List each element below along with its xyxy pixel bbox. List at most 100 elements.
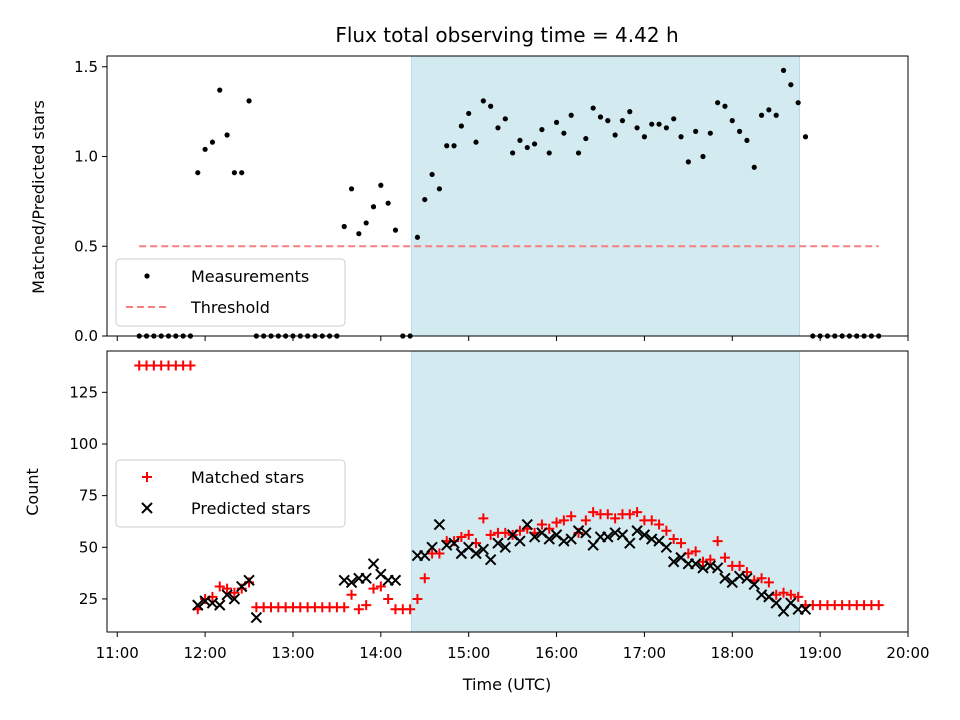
y-tick-label: 50 <box>79 538 98 556</box>
matched-star-point <box>346 589 357 600</box>
matched-star-point <box>558 515 569 526</box>
matched-star-point <box>434 548 445 559</box>
matched-star-point <box>610 513 621 524</box>
measurement-point <box>780 67 787 73</box>
predicted-star-point <box>638 529 651 541</box>
measurement-point <box>773 112 779 118</box>
y-tick-label: 75 <box>79 487 98 505</box>
legend-label: Predicted stars <box>191 499 311 518</box>
predicted-star-point <box>580 527 592 539</box>
x-tick-label: 20:00 <box>886 644 929 662</box>
predicted-star-point <box>448 537 460 549</box>
matched-star-point <box>566 511 577 522</box>
measurement-point <box>736 128 743 134</box>
measurement-point <box>722 103 728 109</box>
measurement-point <box>685 159 691 165</box>
matched-star-point <box>771 589 782 600</box>
y-tick-label: 1.5 <box>74 58 98 76</box>
top-legend-box <box>115 258 346 327</box>
matched-star-point <box>185 360 196 371</box>
matched-star-point <box>778 587 789 598</box>
predicted-star-point <box>389 574 402 587</box>
measurement-point <box>385 200 391 206</box>
y-tick-label: 1.0 <box>74 148 98 166</box>
measurement-point <box>546 150 552 156</box>
predicted-star-point <box>711 562 724 574</box>
matched-star-point <box>485 529 496 540</box>
axes-frame <box>106 55 909 337</box>
matched-star-point <box>229 587 240 598</box>
predicted-star-point <box>433 518 446 531</box>
measurement-point <box>246 98 252 104</box>
legend-label: Threshold <box>190 298 270 317</box>
matched-star-point <box>654 519 665 530</box>
measurement-point <box>517 137 523 143</box>
chart-title: Flux total observing time = 4.42 h <box>335 23 678 47</box>
y-tick-label: 125 <box>69 383 98 401</box>
matched-star-point <box>419 573 430 584</box>
legend-marker-matched <box>142 472 152 482</box>
matched-star-point <box>690 546 701 557</box>
measurement-point <box>348 186 355 192</box>
matched-star-point <box>456 531 467 542</box>
legend-marker-measurements <box>144 273 150 279</box>
legend-label: Measurements <box>191 267 309 286</box>
measurement-point <box>641 134 648 140</box>
measurement-point <box>663 125 669 131</box>
predicted-star-point <box>367 558 380 570</box>
measurement-point <box>634 125 640 131</box>
matched-star-point <box>705 554 716 565</box>
measurement-point <box>656 121 662 127</box>
top-panel: 0.0 0.5 1.0 1.5 Measurements Threshold <box>74 55 909 345</box>
measurement-point <box>502 116 508 122</box>
measurement-point <box>612 132 618 138</box>
matched-star-point <box>873 600 884 611</box>
x-tick-label: 14:00 <box>359 644 402 662</box>
bottom-legend-box <box>115 459 346 528</box>
predicted-star-point <box>799 603 812 615</box>
predicted-star-point <box>689 558 702 570</box>
measurement-point <box>693 128 699 134</box>
matched-star-point <box>536 519 547 530</box>
y-tick-label: 0.5 <box>74 237 98 255</box>
measurement-point <box>444 143 450 149</box>
measurement-point <box>590 105 596 111</box>
matched-star-point <box>661 525 672 536</box>
matched-star-point <box>478 513 489 524</box>
matched-star-point <box>222 583 233 594</box>
matched-star-point <box>412 593 423 604</box>
y-tick-label: 100 <box>69 435 98 453</box>
matched-star-point <box>383 593 394 604</box>
measurement-point <box>510 150 516 156</box>
predicted-star-point <box>243 574 255 587</box>
bottom-y-axis-label: Count <box>23 468 42 516</box>
measurement-point <box>766 107 772 113</box>
x-tick-label: 13:00 <box>271 644 314 662</box>
matched-star-point <box>602 509 613 520</box>
measurement-point <box>195 170 201 176</box>
matched-star-point <box>500 527 511 538</box>
predicted-star-point <box>624 537 636 549</box>
measurement-point <box>524 144 530 151</box>
measurement-point <box>758 112 765 118</box>
predicted-star-point <box>250 611 263 624</box>
matched-star-point <box>668 534 679 545</box>
predicted-star-point <box>492 537 504 549</box>
predicted-star-point <box>477 543 490 556</box>
x-tick-label: 15:00 <box>447 644 490 662</box>
measurement-point <box>707 130 713 136</box>
measurement-point <box>224 132 230 138</box>
measurement-point <box>539 126 545 133</box>
predicted-star-point <box>228 593 241 605</box>
matched-star-point <box>368 583 379 594</box>
measurement-point <box>678 134 684 140</box>
matched-star-point <box>353 604 364 615</box>
measurement-point <box>553 119 560 126</box>
measurement-point <box>429 171 435 178</box>
measurement-point <box>209 139 216 145</box>
matched-star-point <box>463 529 474 540</box>
matched-star-point <box>734 560 745 571</box>
predicted-star-point <box>660 541 673 553</box>
x-tick-label: 17:00 <box>623 644 666 662</box>
measurement-point <box>436 186 443 192</box>
